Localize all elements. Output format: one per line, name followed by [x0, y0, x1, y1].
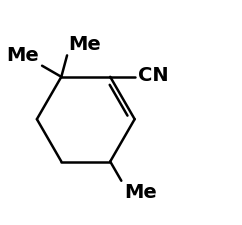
Text: Me: Me	[68, 35, 101, 54]
Text: Me: Me	[125, 182, 157, 202]
Text: CN: CN	[138, 66, 169, 85]
Text: Me: Me	[6, 46, 39, 65]
